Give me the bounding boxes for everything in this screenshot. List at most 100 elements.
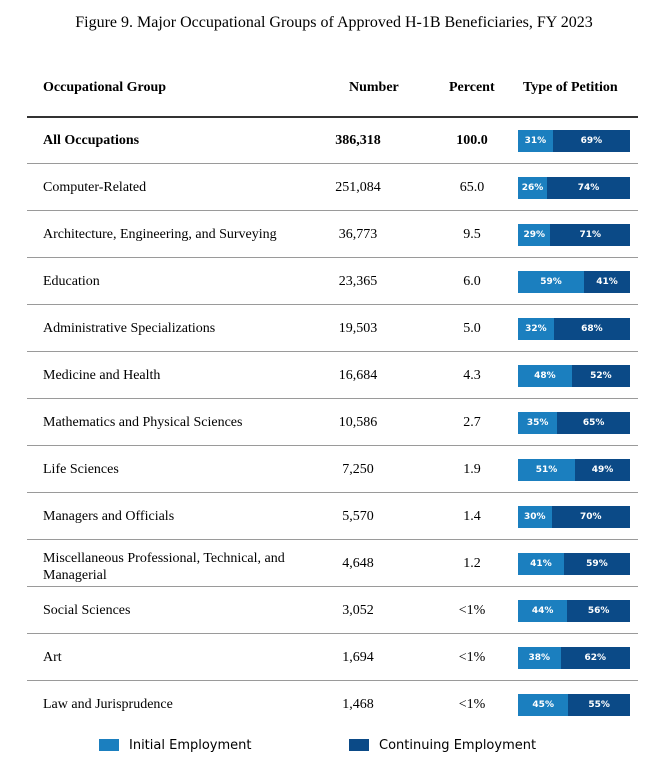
petition-type-bar: 30% 70% — [518, 506, 630, 528]
row-percent: <1% — [458, 603, 486, 618]
header-percent: Percent — [449, 80, 495, 95]
row-percent: 1.2 — [463, 556, 481, 571]
row-number: 251,084 — [335, 180, 381, 195]
row-percent: 65.0 — [459, 180, 485, 195]
petition-type-bar: 51% 49% — [518, 459, 630, 481]
row-occupational-group: Life Sciences — [43, 462, 119, 477]
table-row: Architecture, Engineering, and Surveying… — [0, 211, 668, 258]
bar-segment-continuing: 49% — [575, 459, 630, 481]
bar-segment-continuing: 71% — [550, 224, 630, 246]
table-row: Miscellaneous Professional, Technical, a… — [0, 540, 668, 587]
row-divider — [27, 257, 638, 258]
row-number: 36,773 — [338, 227, 378, 242]
bar-segment-initial: 44% — [518, 600, 568, 622]
row-number: 386,318 — [335, 133, 381, 148]
row-number: 7,250 — [342, 462, 374, 477]
row-number: 3,052 — [342, 603, 374, 618]
row-percent: 6.0 — [463, 274, 481, 289]
row-percent: 9.5 — [463, 227, 481, 242]
row-divider — [27, 586, 638, 587]
table-row: Administrative Specializations 19,503 5.0 3… — [0, 305, 668, 352]
bar-segment-initial: 48% — [518, 365, 572, 387]
bar-segment-initial: 31% — [518, 130, 553, 152]
row-number: 23,365 — [338, 274, 378, 289]
row-percent: 4.3 — [463, 368, 481, 383]
row-number: 19,503 — [338, 321, 378, 336]
legend-swatch-initial — [99, 739, 119, 751]
row-percent: <1% — [458, 697, 486, 712]
row-divider — [27, 539, 638, 540]
bar-segment-continuing: 62% — [560, 647, 630, 669]
row-number: 1,694 — [342, 650, 374, 665]
petition-type-bar: 26% 74% — [518, 177, 630, 199]
row-number: 5,570 — [342, 509, 374, 524]
row-number: 1,468 — [342, 697, 374, 712]
petition-type-bar: 29% 71% — [518, 224, 630, 246]
row-occupational-group: Computer-Related — [43, 180, 147, 195]
row-divider — [27, 163, 638, 164]
bar-segment-initial: 35% — [518, 412, 558, 434]
row-divider — [27, 445, 638, 446]
legend-swatch-continuing — [349, 739, 369, 751]
row-divider — [27, 351, 638, 352]
row-occupational-group: Architecture, Engineering, and Surveying — [43, 227, 277, 242]
table-row: Managers and Officials 5,570 1.4 30% 70% — [0, 493, 668, 540]
row-percent: 5.0 — [463, 321, 481, 336]
bar-segment-initial: 26% — [518, 177, 548, 199]
header-number: Number — [349, 80, 399, 95]
row-occupational-group: All Occupations — [43, 133, 140, 148]
table-row: Social Sciences 3,052 <1% 44% 56% — [0, 587, 668, 634]
row-number: 10,586 — [338, 415, 378, 430]
figure-title: Figure 9. Major Occupational Groups of A… — [75, 14, 593, 31]
table-row: Computer-Related 251,084 65.0 26% 74% — [0, 164, 668, 211]
petition-type-bar: 31% 69% — [518, 130, 630, 152]
row-percent: 1.9 — [463, 462, 481, 477]
bar-segment-initial: 41% — [518, 553, 564, 575]
row-occupational-group: Managers and Officials — [43, 509, 175, 524]
row-number: 16,684 — [338, 368, 378, 383]
row-occupational-group: Medicine and Health — [43, 368, 161, 383]
bar-segment-continuing: 41% — [584, 271, 630, 293]
petition-type-bar: 41% 59% — [518, 553, 630, 575]
table-row: Medicine and Health 16,684 4.3 48% 52% — [0, 352, 668, 399]
petition-type-bar: 32% 68% — [518, 318, 630, 340]
header-type-of-petition: Type of Petition — [523, 80, 618, 95]
table-row: All Occupations 386,318 100.0 31% 69% — [0, 117, 668, 164]
row-divider — [27, 304, 638, 305]
bar-segment-continuing: 69% — [552, 130, 630, 152]
bar-segment-continuing: 59% — [563, 553, 630, 575]
petition-type-bar: 38% 62% — [518, 647, 630, 669]
petition-type-bar: 44% 56% — [518, 600, 630, 622]
row-divider — [27, 210, 638, 211]
table-row: Education 23,365 6.0 59% 41% — [0, 258, 668, 305]
bar-segment-continuing: 55% — [568, 694, 630, 716]
row-number: 4,648 — [342, 556, 374, 571]
row-occupational-group: Law and Jurisprudence — [43, 697, 173, 712]
row-percent: 100.0 — [456, 133, 488, 148]
row-divider — [27, 492, 638, 493]
bar-segment-continuing: 52% — [571, 365, 630, 387]
bar-segment-initial: 59% — [518, 271, 585, 293]
bar-segment-initial: 32% — [518, 318, 554, 340]
row-occupational-group: Miscellaneous Professional, Technical, a… — [43, 551, 285, 583]
bar-segment-initial: 51% — [518, 459, 576, 481]
petition-type-bar: 35% 65% — [518, 412, 630, 434]
legend-label-continuing: Continuing Employment — [379, 738, 537, 753]
table-row: Law and Jurisprudence 1,468 <1% 45% 55% — [0, 681, 668, 728]
row-occupational-group: Social Sciences — [43, 603, 131, 618]
legend: Initial Employment Continuing Employment — [0, 738, 668, 758]
bar-segment-continuing: 70% — [551, 506, 630, 528]
bar-segment-continuing: 74% — [547, 177, 630, 199]
petition-type-bar: 59% 41% — [518, 271, 630, 293]
table-row: Mathematics and Physical Sciences 10,586 2… — [0, 399, 668, 446]
row-percent: 2.7 — [463, 415, 481, 430]
bar-segment-continuing: 68% — [553, 318, 630, 340]
header-divider — [27, 116, 638, 118]
petition-type-bar: 48% 52% — [518, 365, 630, 387]
bar-segment-initial: 30% — [518, 506, 552, 528]
row-occupational-group: Education — [43, 274, 100, 289]
petition-type-bar: 45% 55% — [518, 694, 630, 716]
row-divider — [27, 398, 638, 399]
bar-segment-continuing: 56% — [567, 600, 630, 622]
